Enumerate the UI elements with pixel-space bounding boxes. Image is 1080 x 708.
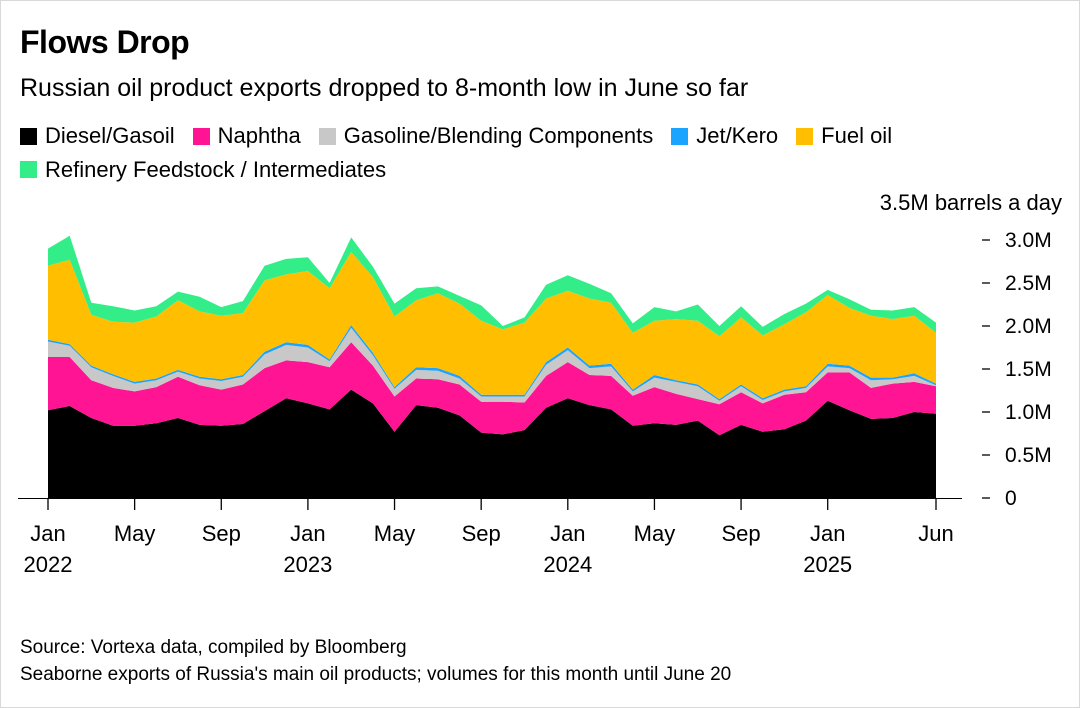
x-tick-label: May bbox=[634, 521, 676, 546]
legend-item-naphtha: Naphtha bbox=[192, 120, 301, 152]
y-tick-label: 3.0M bbox=[1005, 229, 1052, 252]
x-tick-year-label: 2025 bbox=[803, 552, 852, 577]
legend-item-gasoline-blending-components: Gasoline/Blending Components bbox=[318, 120, 654, 152]
legend-swatch bbox=[20, 161, 37, 178]
legend-swatch bbox=[192, 127, 210, 145]
legend: Diesel/Gasoil Naphtha Gasoline/Blending Co… bbox=[20, 120, 1060, 187]
legend-label: Diesel/Gasoil bbox=[45, 123, 175, 148]
x-tick-label: Sep bbox=[462, 521, 501, 546]
legend-label: Fuel oil bbox=[821, 123, 893, 148]
x-tick-label: May bbox=[114, 521, 156, 546]
x-tick-year-label: 2023 bbox=[283, 552, 332, 577]
x-tick-label: Sep bbox=[202, 521, 241, 546]
y-tick-label: 2.5M bbox=[1005, 272, 1052, 295]
x-tick-label: Jan bbox=[290, 521, 325, 546]
chart-title: Flows Drop bbox=[20, 24, 190, 60]
area-fuel-oil bbox=[48, 252, 936, 400]
legend-item-fuel-oil: Fuel oil bbox=[796, 120, 892, 152]
y-tick-label: 1.5M bbox=[1005, 358, 1052, 381]
legend-swatch bbox=[796, 127, 814, 145]
y-axis-unit-label: 3.5M barrels a day bbox=[879, 190, 1062, 215]
x-tick-label: Jan bbox=[30, 521, 65, 546]
x-tick-year-label: 2022 bbox=[24, 552, 73, 577]
x-tick-label: Jun bbox=[918, 521, 953, 546]
legend-swatch bbox=[671, 127, 689, 145]
y-tick-label: 0.5M bbox=[1005, 444, 1052, 467]
x-tick-label: Sep bbox=[721, 521, 760, 546]
y-tick-label: 0 bbox=[1005, 487, 1017, 510]
legend-label: Gasoline/Blending Components bbox=[343, 123, 654, 148]
legend-label: Refinery Feedstock / Intermediates bbox=[45, 156, 387, 182]
y-tick-label: 2.0M bbox=[1005, 315, 1052, 338]
axes: 0 0.5M 1.0M 1.5M 2.0M 2.5M 3.0M Jan 2022 May Sep Ja… bbox=[18, 229, 1052, 577]
legend-item-diesel-gasoil: Diesel/Gasoil bbox=[20, 120, 175, 152]
chart-subtitle: Russian oil product exports dropped to 8… bbox=[20, 74, 749, 102]
legend-swatch bbox=[318, 127, 336, 145]
y-tick-label: 1.0M bbox=[1005, 401, 1052, 424]
area-naphtha bbox=[48, 342, 936, 436]
footnote: Seaborne exports of Russia's main oil pr… bbox=[20, 664, 732, 685]
area-refinery-feedstock-intermediates bbox=[48, 235, 936, 337]
area-diesel-gasoil bbox=[48, 389, 936, 498]
legend-label: Jet/Kero bbox=[696, 123, 779, 148]
legend-item-jet-kero: Jet/Kero bbox=[671, 120, 778, 152]
x-tick-label: May bbox=[374, 521, 416, 546]
area-layers bbox=[48, 235, 936, 498]
footer: Source: Vortexa data, compiled by Bloomb… bbox=[20, 634, 731, 688]
x-tick-year-label: 2024 bbox=[543, 552, 592, 577]
legend-item-refinery-feedstock-intermediates: Refinery Feedstock / Intermediates bbox=[20, 154, 386, 186]
x-tick-label: Jan bbox=[550, 521, 585, 546]
source-note: Source: Vortexa data, compiled by Bloomb… bbox=[20, 637, 407, 658]
x-tick-label: Jan bbox=[810, 521, 845, 546]
legend-swatch bbox=[20, 127, 37, 145]
legend-label: Naphtha bbox=[217, 123, 301, 148]
